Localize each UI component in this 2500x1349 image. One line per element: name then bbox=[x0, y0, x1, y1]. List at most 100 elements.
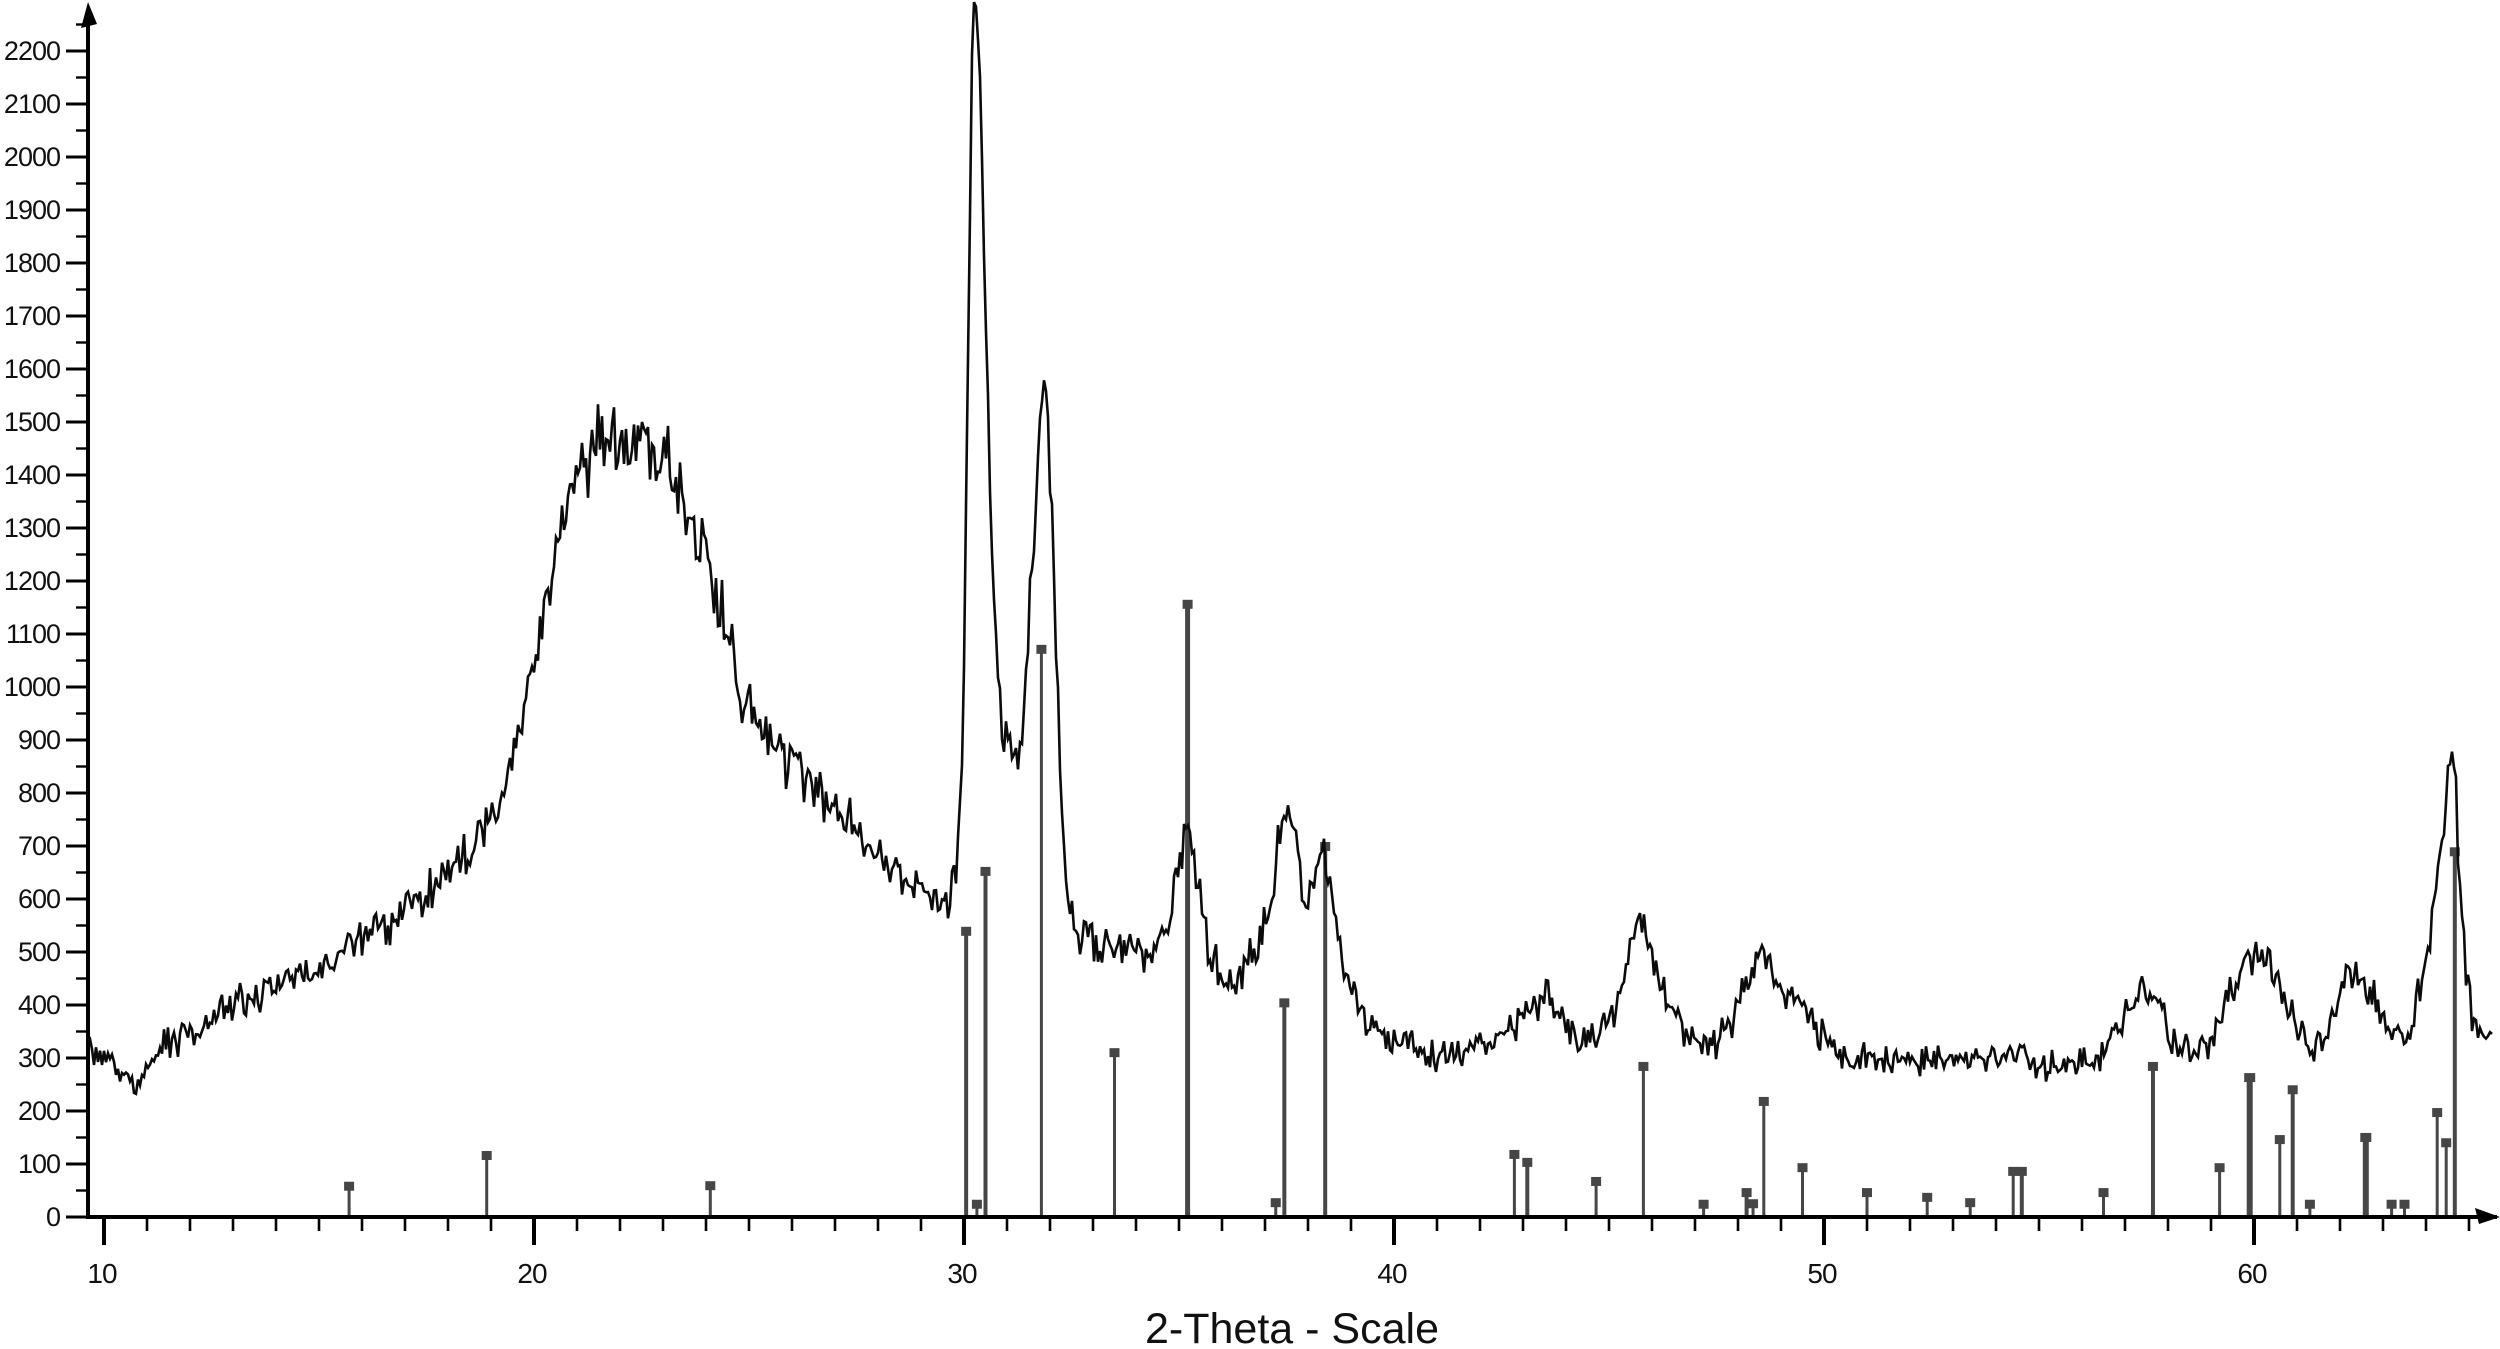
reference-peak-marker-icon bbox=[1698, 1199, 1709, 1209]
reference-peak-stick bbox=[1741, 1188, 1752, 1215]
reference-peak-marker-icon bbox=[1638, 1061, 1649, 1071]
reference-peak-marker-icon bbox=[2244, 1073, 2256, 1083]
y-axis-tick-label: 1100 bbox=[6, 619, 60, 649]
reference-peak-stick bbox=[1182, 599, 1193, 1215]
y-axis-tick-label: 100 bbox=[18, 1149, 60, 1179]
reference-peak-stick bbox=[344, 1181, 355, 1215]
y-axis-tick-label: 1700 bbox=[4, 301, 60, 331]
reference-peak-stick bbox=[2399, 1199, 2410, 1215]
reference-peak-stick bbox=[2287, 1085, 2298, 1215]
reference-peak-marker-icon bbox=[1109, 1048, 1120, 1058]
x-axis: 10 20 30 40 50 60 bbox=[86, 1208, 2500, 1289]
reference-peak-marker-icon bbox=[344, 1181, 355, 1191]
reference-peak-marker-icon bbox=[2432, 1108, 2443, 1118]
y-axis-tick-label: 200 bbox=[18, 1096, 60, 1126]
reference-peak-marker-icon bbox=[2008, 1166, 2019, 1176]
reference-peak-marker-icon bbox=[980, 866, 991, 876]
reference-peak-marker-icon bbox=[1748, 1199, 1759, 1209]
reference-peak-marker-icon bbox=[705, 1181, 716, 1191]
reference-peak-stick bbox=[1109, 1048, 1120, 1215]
x-axis-tick-label: 60 bbox=[2237, 1258, 2267, 1289]
reference-peak-stick bbox=[1922, 1192, 1933, 1215]
x-axis-tick-label: 30 bbox=[947, 1258, 977, 1289]
reference-peak-marker-icon bbox=[2214, 1163, 2225, 1173]
reference-peak-marker-icon bbox=[2386, 1199, 2397, 1209]
reference-peak-marker-icon bbox=[1965, 1198, 1976, 1208]
reference-peak-marker-icon bbox=[1862, 1188, 1872, 1198]
y-axis-tick-label: 1500 bbox=[4, 407, 60, 437]
reference-peak-stick bbox=[961, 926, 972, 1215]
x-axis-arrow-icon bbox=[2475, 1208, 2500, 1224]
reference-peak-stick bbox=[1797, 1163, 1808, 1215]
x-axis-tick-label: 10 bbox=[87, 1258, 117, 1289]
reference-peak-marker-icon bbox=[2016, 1166, 2027, 1176]
x-axis-tick-label: 40 bbox=[1377, 1258, 1407, 1289]
y-axis-tick-label: 2200 bbox=[4, 36, 60, 66]
measured-trace-path bbox=[87, 1, 2493, 1096]
reference-peak-marker-icon bbox=[2098, 1188, 2109, 1198]
y-axis-tick-label: 1900 bbox=[4, 195, 60, 225]
x-axis-tick-label: 20 bbox=[517, 1258, 547, 1289]
reference-peak-stick bbox=[1758, 1096, 1769, 1215]
y-axis-tick-label: 1300 bbox=[4, 513, 60, 543]
y-axis-tick-label: 300 bbox=[18, 1043, 60, 1073]
reference-peak-stick bbox=[2244, 1073, 2256, 1215]
reference-peak-stick bbox=[2214, 1163, 2225, 1215]
reference-peak-stick bbox=[2441, 1138, 2452, 1215]
reference-peak-marker-icon bbox=[1279, 998, 1290, 1008]
reference-peak-stick bbox=[1748, 1199, 1759, 1215]
reference-peak-stick bbox=[1965, 1198, 1976, 1215]
reference-peak-marker-icon bbox=[971, 1199, 982, 1209]
reference-peak-stick bbox=[1036, 644, 1047, 1215]
reference-peak-marker-icon bbox=[1741, 1188, 1752, 1198]
x-axis-tick-label: 50 bbox=[1807, 1258, 1837, 1289]
reference-peak-marker-icon bbox=[1797, 1163, 1808, 1173]
y-axis-tick-label: 400 bbox=[18, 990, 60, 1020]
reference-peak-marker-icon bbox=[1509, 1149, 1520, 1159]
reference-peak-marker-icon bbox=[1522, 1157, 1533, 1167]
y-axis-tick-label: 2100 bbox=[4, 89, 60, 119]
y-axis-tick-label: 1000 bbox=[4, 672, 60, 702]
reference-peak-stick bbox=[971, 1199, 982, 1215]
reference-peak-stick bbox=[1509, 1149, 1520, 1215]
reference-peaks-layer bbox=[344, 599, 2460, 1215]
measured-trace-layer bbox=[87, 1, 2493, 1096]
reference-peak-stick bbox=[1862, 1188, 1872, 1215]
y-axis-tick-label: 2000 bbox=[4, 142, 60, 172]
y-axis: 0 100 200 300 400 500 600 700 800 900 1000 1100 1200… bbox=[4, 2, 97, 1232]
y-axis-tick-label: 0 bbox=[46, 1202, 60, 1232]
reference-peak-stick bbox=[1698, 1199, 1709, 1215]
reference-peak-stick bbox=[2008, 1166, 2019, 1215]
reference-peak-stick bbox=[1638, 1061, 1649, 1215]
reference-peak-stick bbox=[980, 866, 991, 1215]
reference-peak-marker-icon bbox=[2274, 1135, 2285, 1145]
reference-peak-marker-icon bbox=[1036, 644, 1047, 654]
reference-peak-marker-icon bbox=[2304, 1199, 2315, 1209]
x-axis-title: 2-Theta - Scale bbox=[1145, 1305, 1439, 1349]
y-axis-tick-label: 800 bbox=[18, 778, 60, 808]
reference-peak-stick bbox=[2274, 1135, 2285, 1215]
reference-peak-stick bbox=[2098, 1188, 2109, 1215]
reference-peak-stick bbox=[2147, 1061, 2158, 1215]
reference-peak-marker-icon bbox=[1591, 1176, 1602, 1186]
y-axis-tick-label: 1400 bbox=[4, 460, 60, 490]
reference-peak-stick bbox=[1320, 842, 1331, 1215]
reference-peak-marker-icon bbox=[1758, 1096, 1769, 1106]
y-axis-tick-label: 1200 bbox=[4, 566, 60, 596]
y-axis-tick-label: 1600 bbox=[4, 354, 60, 384]
reference-peak-stick bbox=[2360, 1132, 2372, 1215]
y-axis-tick-label: 600 bbox=[18, 884, 60, 914]
reference-peak-stick bbox=[1270, 1198, 1281, 1215]
reference-peak-stick bbox=[2432, 1108, 2443, 1215]
reference-peak-marker-icon bbox=[1182, 599, 1193, 609]
reference-peak-marker-icon bbox=[2399, 1199, 2410, 1209]
reference-peak-marker-icon bbox=[2147, 1061, 2158, 1071]
reference-peak-stick bbox=[2386, 1199, 2397, 1215]
reference-peak-stick bbox=[1591, 1176, 1602, 1215]
reference-peak-stick bbox=[1279, 998, 1290, 1215]
reference-peak-marker-icon bbox=[481, 1150, 492, 1160]
reference-peak-marker-icon bbox=[961, 926, 972, 936]
y-axis-tick-label: 900 bbox=[18, 725, 60, 755]
